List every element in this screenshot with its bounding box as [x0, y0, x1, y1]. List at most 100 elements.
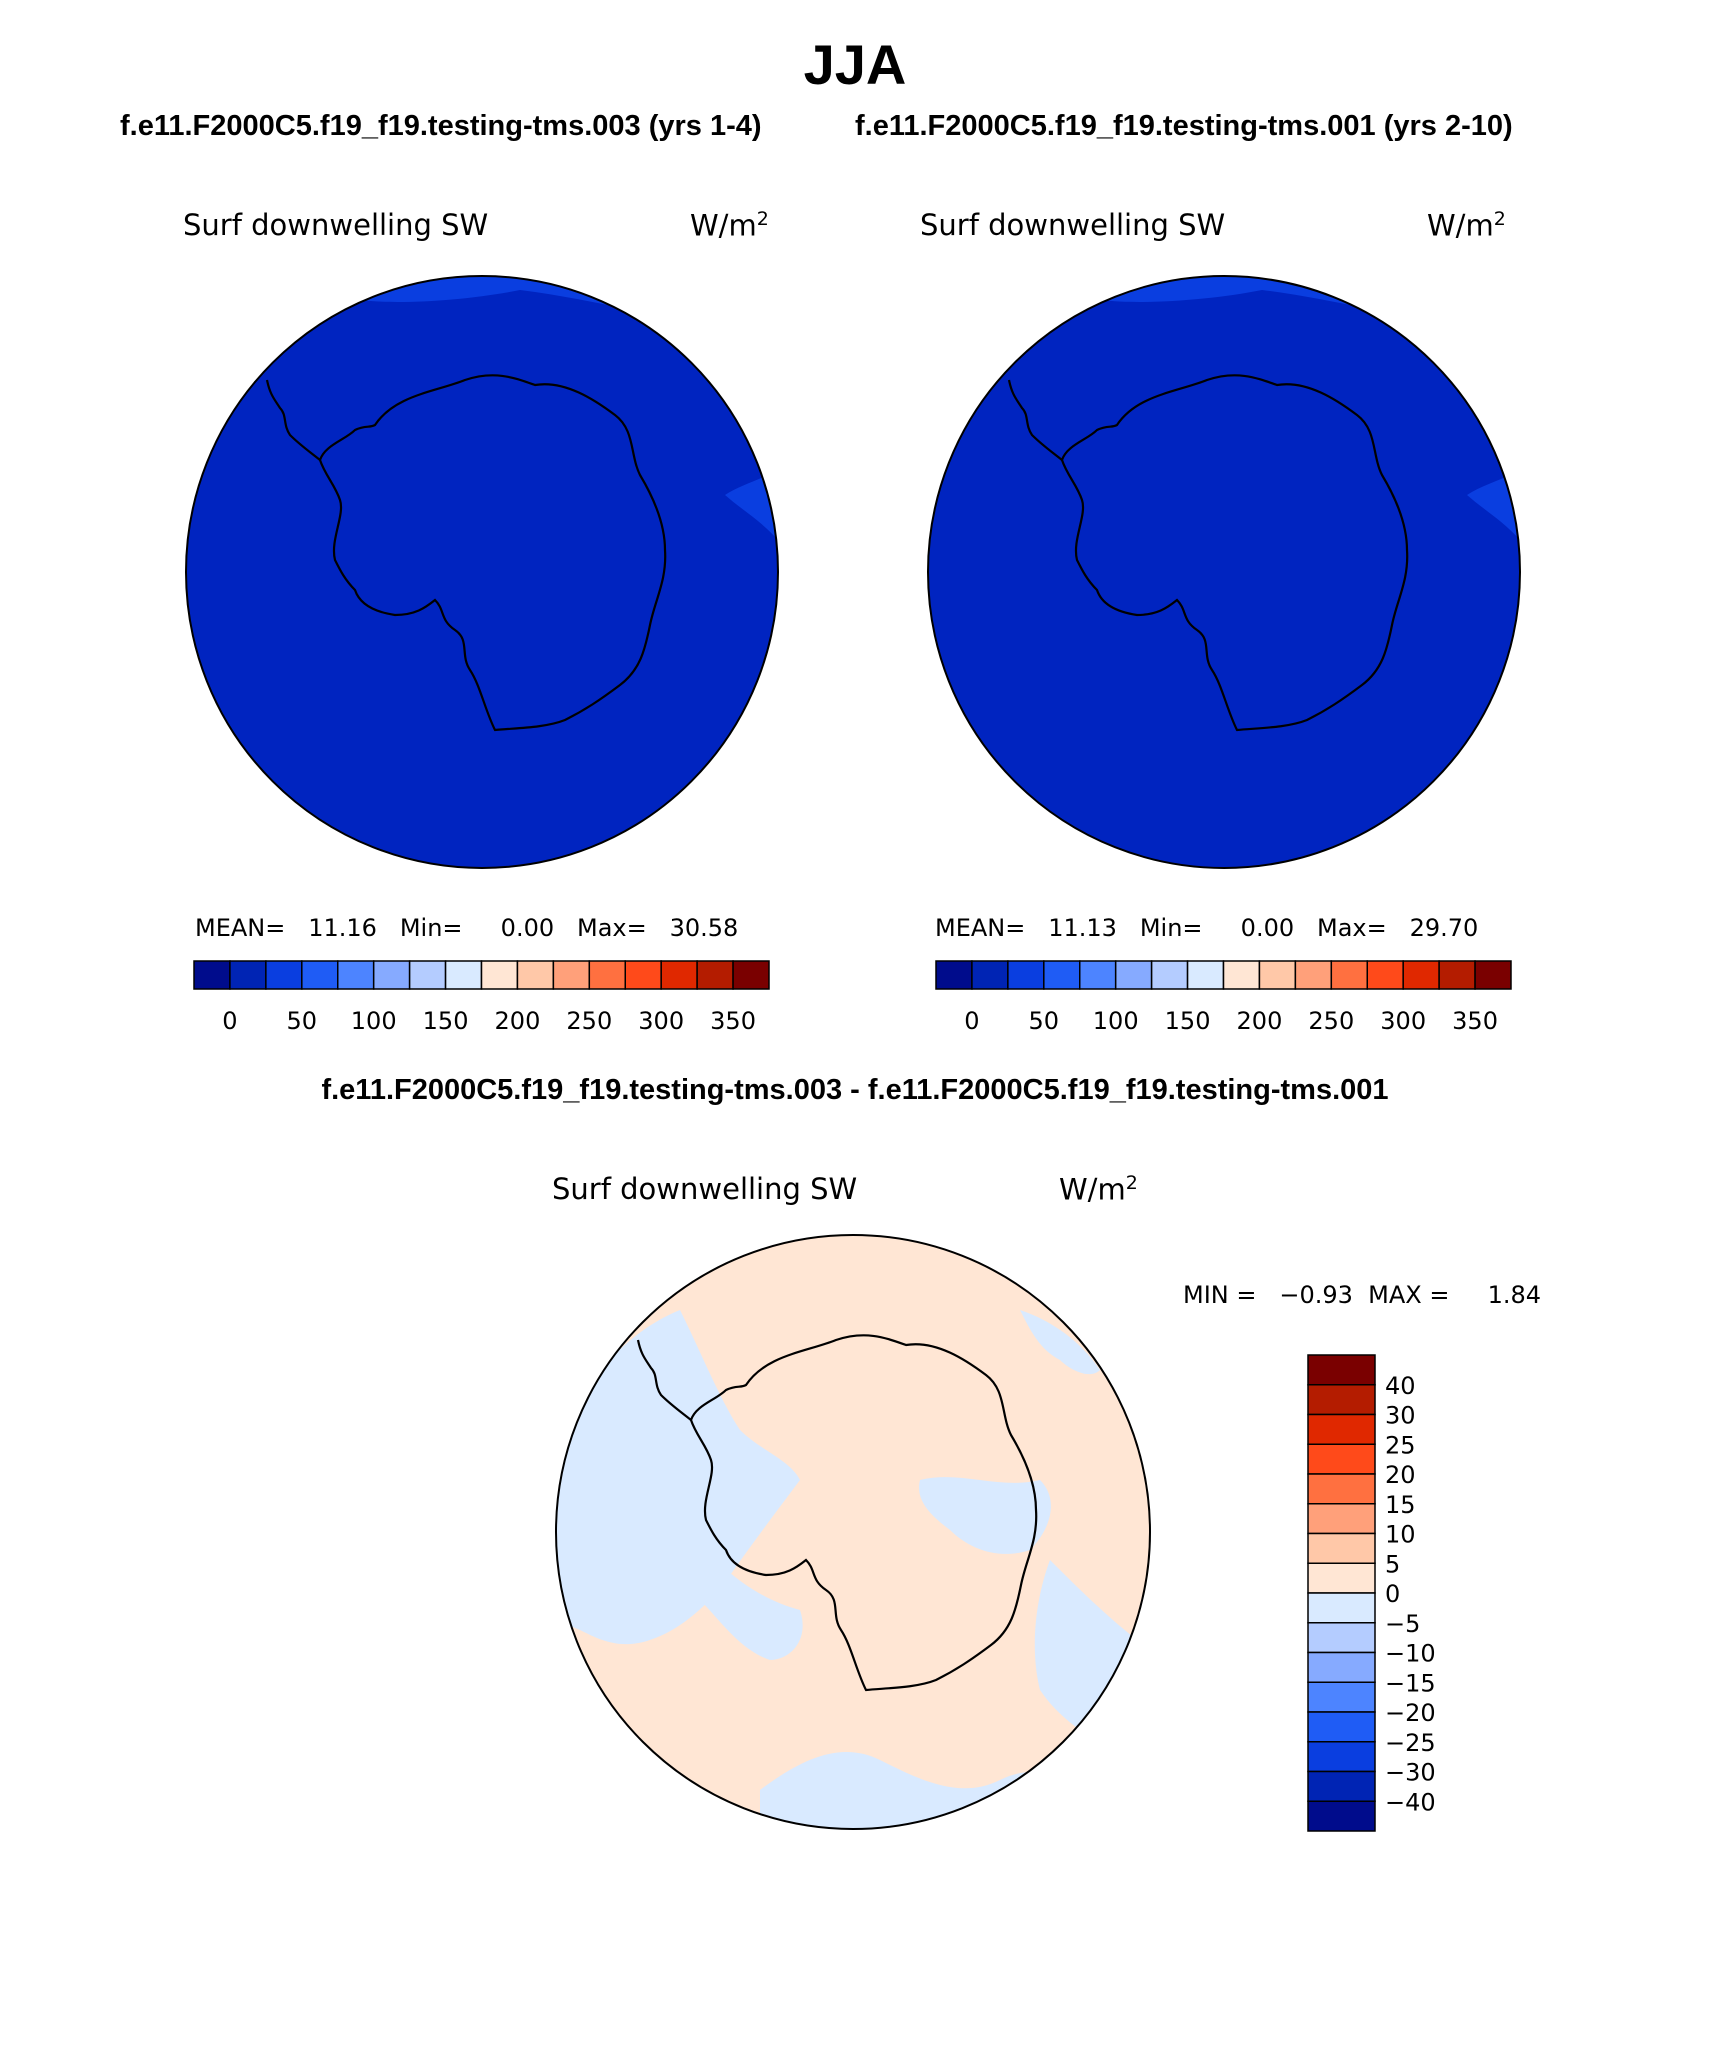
diff-units: W/m2: [1059, 1172, 1138, 1207]
colorbar-diff-swatch: [1307, 1711, 1376, 1743]
colorbar-a-swatch: [265, 960, 303, 990]
colorbar-diff-tick-label: 5: [1385, 1550, 1400, 1578]
colorbar-a-tick-label: 300: [638, 1007, 684, 1035]
colorbar-diff-tick-label: −10: [1385, 1640, 1436, 1668]
panel-a-stats: MEAN= 11.16 Min= 0.00 Max= 30.58: [195, 914, 739, 942]
colorbar-diff-tick-label: 25: [1385, 1431, 1416, 1459]
colorbar-b-swatch: [1474, 960, 1512, 990]
colorbar-a-swatch: [480, 960, 519, 990]
map-panel-b: [927, 275, 1521, 869]
colorbar-a-swatch: [516, 960, 555, 990]
colorbar-diff-swatch: [1307, 1741, 1376, 1773]
colorbar-a-swatch: [696, 960, 734, 990]
colorbar-b-swatch: [1258, 960, 1297, 990]
colorbar-b-swatch: [1079, 960, 1117, 990]
colorbar-b-swatch: [1186, 960, 1225, 990]
map-panel-a: [185, 275, 779, 869]
colorbar-diff-swatch: [1307, 1681, 1376, 1713]
colorbar-b-swatch: [1438, 960, 1476, 990]
colorbar-a-swatch: [193, 960, 231, 990]
colorbar-b: 0 50 100 150 200 250 300 350: [935, 960, 1512, 1035]
colorbar-b-swatch: [1366, 960, 1404, 990]
colorbar-a: 0 50 100 150 200 250 300 350: [193, 960, 770, 1035]
colorbar-a-tick-label: 100: [351, 1007, 397, 1035]
map-a-background: [186, 276, 778, 868]
colorbar-diff-swatch: [1307, 1503, 1376, 1535]
panel-b-stats: MEAN= 11.13 Min= 0.00 Max= 29.70: [935, 914, 1479, 942]
panel-b-variable: Surf downwelling SW: [920, 208, 1226, 242]
colorbar-b-swatch: [1043, 960, 1081, 990]
colorbar-b-tick-label: 50: [1029, 1007, 1060, 1035]
map-diff-negative-region: [919, 1477, 1051, 1554]
diff-stats: MIN = −0.93 MAX = 1.84: [1183, 1281, 1542, 1309]
colorbar-diff-tick-label: 40: [1385, 1372, 1416, 1400]
colorbar-b-tick-label: 150: [1165, 1007, 1211, 1035]
colorbar-b-swatch: [971, 960, 1009, 990]
colorbar-diff-tick-label: −25: [1385, 1729, 1436, 1757]
colorbar-diff-tick-label: −40: [1385, 1788, 1436, 1816]
colorbar-diff-tick-label: 15: [1385, 1491, 1416, 1519]
colorbar-diff-tick-label: 20: [1385, 1461, 1416, 1489]
colorbar-a-swatch: [732, 960, 770, 990]
map-diff-border: [555, 1234, 1151, 1830]
colorbar-b-swatch: [935, 960, 973, 990]
colorbar-b-tick-label: 250: [1308, 1007, 1354, 1035]
colorbar-diff-swatch: [1307, 1562, 1376, 1594]
colorbar-a-swatch: [301, 960, 339, 990]
colorbar-diff-tick-label: −20: [1385, 1699, 1436, 1727]
colorbar-b-swatch: [1150, 960, 1189, 990]
figure-title: JJA: [803, 33, 907, 96]
map-b-border: [927, 275, 1521, 869]
colorbar-b-tick-label: 200: [1237, 1007, 1283, 1035]
colorbar-a-tick-label: 350: [710, 1007, 756, 1035]
panel-a-units: W/m2: [690, 208, 769, 243]
colorbar-a-swatch: [337, 960, 375, 990]
colorbar-a-tick-label: 250: [566, 1007, 612, 1035]
colorbar-diff-swatch: [1307, 1354, 1376, 1386]
colorbar-diff-tick-label: −5: [1385, 1610, 1420, 1638]
colorbar-b-tick-label: 100: [1093, 1007, 1139, 1035]
difference-title: f.e11.F2000C5.f19_f19.testing-tms.003 - …: [321, 1074, 1389, 1106]
colorbar-diff-swatch: [1307, 1592, 1376, 1624]
colorbar-a-swatch: [660, 960, 698, 990]
case-a-title: f.e11.F2000C5.f19_f19.testing-tms.003 (y…: [120, 110, 762, 142]
colorbar-a-tick-label: 150: [423, 1007, 469, 1035]
colorbar-a-swatch: [588, 960, 626, 990]
colorbar-a-swatch: [624, 960, 662, 990]
colorbar-b-swatch: [1402, 960, 1440, 990]
map-b-background: [928, 276, 1520, 868]
colorbar-a-swatch: [552, 960, 591, 990]
colorbar-a-swatch: [229, 960, 267, 990]
diff-variable: Surf downwelling SW: [552, 1172, 858, 1206]
colorbar-b-swatch: [1330, 960, 1368, 990]
colorbar-diff-tick-label: 30: [1385, 1402, 1416, 1430]
colorbar-diff-tick-label: 10: [1385, 1521, 1416, 1549]
colorbar-a-swatch: [408, 960, 447, 990]
colorbar-b-swatch: [1222, 960, 1261, 990]
colorbar-a-swatch: [444, 960, 483, 990]
map-diff-negative-region: [1020, 1310, 1100, 1375]
colorbar-b-swatch: [1007, 960, 1045, 990]
colorbar-a-tick-label: 0: [222, 1007, 237, 1035]
colorbar-diff-tick-label: 0: [1385, 1580, 1400, 1608]
colorbar-b-tick-label: 350: [1452, 1007, 1498, 1035]
map-diff-negative-region: [556, 1310, 800, 1645]
colorbar-diff-tick-label: −30: [1385, 1759, 1436, 1787]
map-a-border: [185, 275, 779, 869]
colorbar-diff-swatch: [1307, 1622, 1376, 1654]
colorbar-a-tick-label: 200: [495, 1007, 541, 1035]
colorbar-diff-swatch: [1307, 1443, 1376, 1475]
colorbar-diff-swatch: [1307, 1651, 1376, 1683]
colorbar-b-swatch: [1294, 960, 1333, 990]
panel-a-variable: Surf downwelling SW: [183, 208, 489, 242]
map-panel-diff: [555, 1234, 1151, 1830]
colorbar-diff-swatch: [1307, 1413, 1376, 1445]
colorbar-b-tick-label: 0: [964, 1007, 979, 1035]
colorbar-b-swatch: [1114, 960, 1153, 990]
colorbar-diff-swatch: [1307, 1384, 1376, 1416]
colorbar-diff-tick-label: −15: [1385, 1669, 1436, 1697]
colorbar-b-tick-label: 300: [1380, 1007, 1426, 1035]
colorbar-a-swatch: [372, 960, 411, 990]
